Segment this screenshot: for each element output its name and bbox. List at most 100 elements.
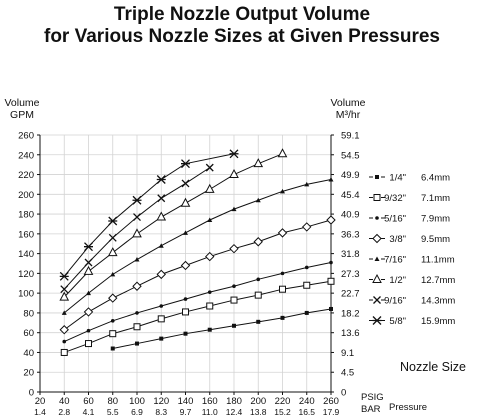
- series-line-3: [63, 219, 332, 331]
- series-7-point-5: [181, 159, 190, 169]
- series-2-point-1: [86, 328, 91, 333]
- series-3: [59, 215, 336, 335]
- series-7-point-0: [59, 271, 69, 281]
- series-0-point-0: [110, 346, 115, 351]
- y-tick-label-m3hr-9: 40.9: [341, 210, 360, 221]
- y-tick-label-gpm-10: 200: [18, 190, 34, 201]
- series-3-point-11: [326, 215, 336, 225]
- legend-metric-label-5: 12.7mm: [421, 275, 455, 286]
- series-3-point-8: [253, 237, 263, 247]
- y-tick-label-gpm-4: 80: [23, 308, 34, 319]
- series-0-point-8: [304, 310, 309, 315]
- right-axis-title-line-1: Volume: [330, 97, 365, 109]
- legend-marker-1: [373, 194, 381, 201]
- series-1-point-10: [303, 281, 311, 289]
- series-0-point-3: [183, 331, 188, 336]
- series-0-point-2: [159, 336, 164, 341]
- series-5-point-7: [229, 168, 239, 179]
- series-7-point-1: [84, 242, 93, 252]
- x-tick-label-psig-1: 40: [59, 396, 70, 407]
- series-6-point-4: [157, 194, 166, 203]
- series-2-point-8: [256, 277, 261, 282]
- x-tick-label-bar-5: 8.3: [155, 407, 167, 417]
- series-4-point-6: [207, 217, 213, 223]
- legend-size-label-3: 3/8": [389, 234, 406, 245]
- series-0-point-5: [232, 323, 236, 328]
- series-2-point-10: [304, 265, 309, 270]
- x-tick-label-bar-0: 1.4: [34, 407, 46, 417]
- legend-size-label-5: 1/2": [389, 275, 406, 286]
- y-tick-label-gpm-13: 260: [18, 131, 34, 142]
- series-1-point-0: [60, 348, 68, 356]
- y-tick-label-gpm-6: 120: [18, 269, 34, 280]
- left-axis-title-line-1: Volume: [4, 97, 39, 109]
- x-tick-label-bar-7: 11.0: [202, 407, 218, 417]
- x-tick-label-bar-1: 2.8: [58, 407, 70, 417]
- series-4: [61, 176, 334, 315]
- series-1: [60, 277, 335, 356]
- series-1-point-11: [327, 277, 335, 285]
- series-4-point-9: [280, 188, 285, 194]
- y-tick-label-gpm-9: 180: [18, 210, 34, 221]
- legend-item-6: 9/16" 14.3mm: [369, 296, 455, 307]
- x-tick-label-psig-7: 160: [202, 396, 218, 407]
- x-axis-pressure-label: Pressure: [389, 402, 427, 413]
- legend-size-label-2: 5/16": [384, 214, 406, 225]
- x-tick-label-psig-0: 20: [35, 396, 46, 407]
- series-line-4: [63, 178, 332, 314]
- legend-size-label-4: 7/16": [384, 255, 406, 266]
- series-3-point-2: [108, 293, 118, 303]
- series-2-point-4: [159, 304, 164, 308]
- series-2-point-9: [280, 271, 285, 276]
- series-2-point-7: [232, 284, 236, 289]
- x-axis-bar-label: BAR: [361, 404, 381, 415]
- series-1-point-8: [254, 291, 262, 299]
- y-tick-label-m3hr-3: 13.6: [341, 328, 360, 339]
- series-5-point-8: [253, 158, 264, 168]
- y-tick-label-gpm-8: 160: [18, 229, 34, 240]
- series-5-point-4: [156, 211, 167, 221]
- series-4-point-0: [61, 310, 67, 315]
- series-0: [110, 306, 333, 351]
- series-3-point-1: [83, 307, 94, 317]
- legend-item-7: 5/8" 15.9mm: [369, 316, 455, 327]
- series-6-point-1: [84, 258, 93, 267]
- series-4-point-11: [328, 176, 334, 182]
- legend-item-2: 5/16" 7.9mm: [369, 214, 450, 225]
- series-2: [62, 260, 333, 344]
- x-tick-label-bar-10: 15.2: [274, 407, 291, 417]
- legend-marker-2: [375, 216, 379, 220]
- series-4-point-4: [158, 243, 164, 248]
- series-2-point-6: [207, 290, 212, 294]
- chart-title-line-2: for Various Nozzle Sizes at Given Pressu…: [44, 26, 440, 47]
- series-5-point-9: [277, 148, 288, 158]
- series-6: [60, 163, 214, 294]
- series-5-point-3: [132, 228, 142, 238]
- y-tick-label-m3hr-12: 54.5: [341, 150, 360, 161]
- x-tick-label-psig-3: 80: [107, 396, 118, 407]
- x-tick-label-bar-9: 13.8: [250, 407, 267, 417]
- legend-marker-3: [372, 233, 382, 244]
- series-line-0: [112, 308, 332, 349]
- y-tick-label-gpm-7: 140: [18, 249, 34, 260]
- legend-metric-label-4: 11.1mm: [421, 255, 455, 266]
- series-7-point-3: [132, 195, 142, 205]
- legend-size-label-7: 5/8": [389, 316, 406, 327]
- series-1-point-2: [109, 330, 117, 338]
- series-3-point-5: [180, 260, 191, 271]
- chart-title-line-1: Triple Nozzle Output Volume: [114, 4, 370, 25]
- series-3-point-0: [59, 325, 69, 335]
- series-2-point-5: [183, 297, 188, 301]
- legend-title: Nozzle Size: [400, 360, 466, 374]
- legend-item-4: 7/16" 11.1mm: [369, 255, 455, 266]
- legend-metric-label-7: 15.9mm: [421, 316, 455, 327]
- x-tick-label-psig-2: 60: [83, 396, 94, 407]
- series-6-point-3: [133, 213, 141, 222]
- x-tick-label-bar-3: 5.5: [107, 407, 119, 417]
- x-tick-label-psig-12: 260: [323, 396, 339, 407]
- series-1-point-5: [182, 308, 189, 316]
- series-2-point-3: [135, 311, 139, 315]
- series-2-point-0: [62, 339, 67, 344]
- x-tick-label-psig-6: 140: [178, 396, 194, 407]
- series-2-point-11: [329, 260, 333, 265]
